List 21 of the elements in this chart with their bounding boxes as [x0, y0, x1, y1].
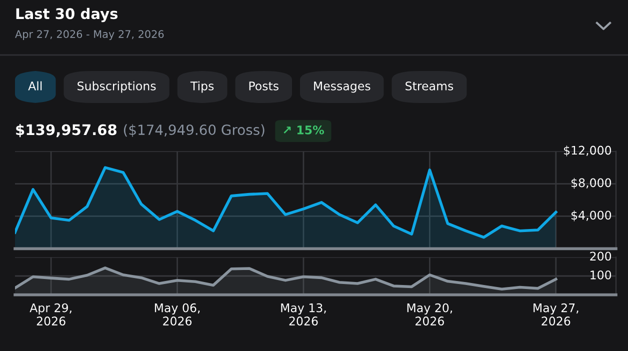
y-tick-label: $8,000	[572, 178, 612, 189]
x-tick-label: May 20, 2026	[407, 303, 452, 326]
text: Posts	[249, 82, 278, 90]
x-tick-label: May 06, 2026	[154, 303, 200, 326]
x-tick-label: Apr 29, 2026	[30, 303, 72, 326]
text: Messages	[314, 82, 370, 93]
x-tick-label: May 13, 2026	[281, 303, 326, 326]
x-tick-label: May 27, 2026	[534, 303, 578, 326]
y-tick-label: $4,000	[572, 210, 612, 222]
text: ($174,949.60 Gross)	[124, 124, 264, 137]
chart-subtitle: Apr 27, 2026 - May 27, 2026	[15, 30, 164, 40]
y-tick-label: $12,000	[564, 146, 612, 156]
chart-title: Last 30 days	[16, 8, 118, 22]
text: Streams	[406, 81, 454, 90]
text: $139,957.68	[16, 124, 116, 138]
y-tick-label: 200	[590, 252, 612, 261]
y-tick-label: 100	[590, 270, 612, 280]
text: Subscriptions	[78, 81, 156, 93]
text: All	[28, 81, 42, 90]
text: ↗ 15%	[284, 125, 324, 134]
text: Tips	[190, 81, 214, 93]
